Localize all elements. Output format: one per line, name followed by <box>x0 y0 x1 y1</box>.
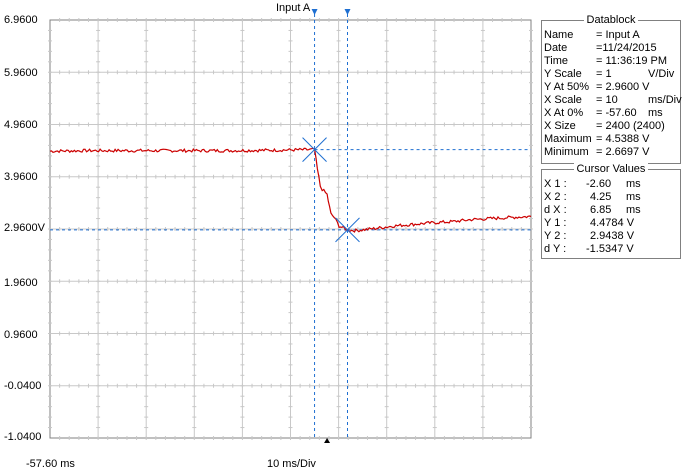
cursor-unit: ms <box>626 204 641 216</box>
y-tick-label: 6.9600 <box>4 14 38 26</box>
datablock-key: Name <box>544 29 574 41</box>
cursor-indicators[interactable] <box>311 9 351 443</box>
datablock-value: = 2.6697 V <box>596 146 650 158</box>
datablock-value: = Input A <box>596 29 640 41</box>
datablock-title: Datablock <box>583 14 639 26</box>
datablock-value: = 2400 (2400) <box>596 120 665 132</box>
datablock-unit: ms <box>648 107 663 119</box>
y-tick-label: 3.9600 <box>4 171 38 183</box>
datablock-value: = 10 <box>596 94 618 106</box>
datablock-panel: Datablock Name = Input A Date =11/24/2015 … <box>541 14 682 164</box>
cursor-values-panel: Cursor Values X 1 : -2.60 ms X 2 : 4.25 ms d… <box>541 163 681 259</box>
y-tick-label: 0.9600 <box>4 329 38 341</box>
x-scale-label: 10 ms/Div <box>267 458 316 470</box>
cursor-value: 4.4784 V <box>590 217 635 229</box>
datablock-key: Y At 50% <box>544 81 590 93</box>
y-tick-label: 2.9600V <box>4 222 45 234</box>
datablock-key: X Scale <box>544 94 582 106</box>
datablock-unit: V/Div <box>648 68 675 80</box>
cursor-key: X 2 : <box>544 191 567 203</box>
cursor-markers <box>302 137 360 243</box>
datablock-key: Minimum <box>544 146 589 158</box>
datablock-value: = -57.60 <box>596 107 637 119</box>
datablock-value: = 11:36:19 PM <box>596 55 668 67</box>
cursor-unit: ms <box>626 178 641 190</box>
datablock-key: Date <box>544 42 568 54</box>
datablock-key: Maximum <box>544 133 592 145</box>
cursor-key: Y 2 : <box>544 230 567 242</box>
y-cursors[interactable] <box>50 149 531 231</box>
datablock-value: = 1 <box>596 68 612 80</box>
cursor-marker-1 <box>302 137 327 163</box>
datablock-unit: ms/Div <box>648 94 682 106</box>
cursor-key: X 1 : <box>544 178 567 190</box>
y-tick-label: -0.0400 <box>4 380 42 392</box>
y-tick-label: 4.9600 <box>4 119 38 131</box>
trigger-marker <box>324 438 331 443</box>
y-tick-label: 5.9600 <box>4 67 38 79</box>
datablock-value: = 4.5388 V <box>596 133 650 145</box>
cursor-key: d Y : <box>544 243 567 255</box>
y-tick-label: -1.0400 <box>4 431 42 443</box>
cursor-value: -1.5347 V <box>586 243 634 255</box>
x-cursors[interactable] <box>314 14 348 438</box>
datablock-value: =11/24/2015 <box>596 42 657 54</box>
cursor-unit: ms <box>626 191 641 203</box>
cursor-value: 2.9438 V <box>590 230 635 242</box>
datablock-key: Y Scale <box>544 68 582 80</box>
cursor-value: -2.60 <box>586 178 612 190</box>
datablock-key: X Size <box>544 120 576 132</box>
cursor-label: Input A <box>276 2 311 14</box>
cursor-key: Y 1 : <box>544 217 567 229</box>
cursor-marker-2 <box>335 217 360 243</box>
datablock-value: = 2.9600 V <box>596 81 650 93</box>
x-cursor-2-handle[interactable] <box>344 9 351 15</box>
cursor-values-title: Cursor Values <box>573 163 649 175</box>
x-cursor-1-handle[interactable] <box>311 9 318 15</box>
datablock-key: Time <box>544 55 569 67</box>
x-start-label: -57.60 ms <box>26 458 75 470</box>
y-tick-label: 1.9600 <box>4 277 38 289</box>
datablock-key: X At 0% <box>544 107 584 119</box>
plot-grid <box>48 18 533 440</box>
cursor-value: 4.25 <box>590 191 612 203</box>
signal-trace <box>49 147 532 233</box>
cursor-key: d X : <box>544 204 567 216</box>
cursor-value: 6.85 <box>590 204 612 216</box>
